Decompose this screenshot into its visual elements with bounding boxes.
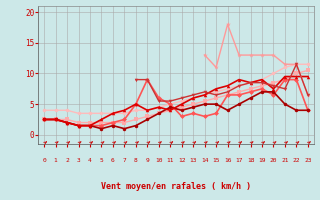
X-axis label: Vent moyen/en rafales ( km/h ): Vent moyen/en rafales ( km/h ) xyxy=(101,182,251,191)
